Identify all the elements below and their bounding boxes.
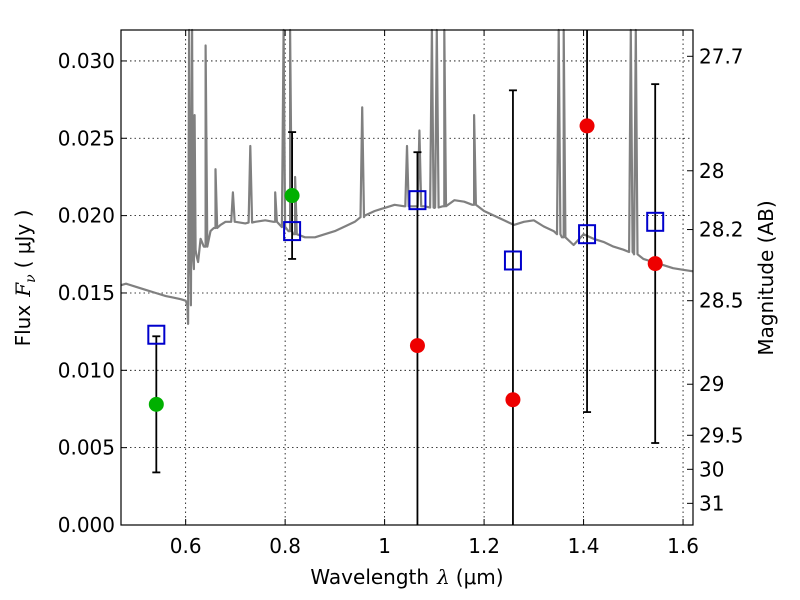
x-tick-label: 1.6 bbox=[667, 534, 699, 558]
markers bbox=[147, 118, 665, 412]
model-square-point bbox=[408, 190, 427, 211]
x-tick-label: 1.2 bbox=[468, 534, 500, 558]
y-tick-label: 0.025 bbox=[58, 126, 115, 150]
y2-tick-label: 28.5 bbox=[699, 289, 744, 313]
y2-axis-label: Magnitude (AB) bbox=[754, 200, 778, 355]
y2-tick-label: 28 bbox=[699, 159, 724, 183]
y2-tick-label: 28.2 bbox=[699, 218, 744, 242]
spectrum-layer bbox=[120, 28, 694, 325]
green-data-point bbox=[148, 396, 164, 412]
red-data-point bbox=[409, 338, 425, 354]
model-square-point bbox=[646, 211, 665, 232]
y2-tick-label: 27.7 bbox=[699, 44, 744, 68]
axis-ticks: 0.6 0.8 1 1.2 1.4 1.6 0.000 0.005 0.010 0.015 0.02… bbox=[58, 30, 744, 558]
y-tick-label: 0.005 bbox=[58, 436, 115, 460]
y-tick-label: 0.020 bbox=[58, 204, 115, 228]
green-data-point bbox=[284, 188, 300, 204]
y-tick-label: 0.000 bbox=[58, 513, 115, 537]
model-square-point bbox=[283, 221, 302, 242]
red-data-point bbox=[579, 118, 595, 134]
y-tick-label: 0.030 bbox=[58, 49, 115, 73]
model-square-point bbox=[147, 324, 166, 345]
x-tick-label: 1.4 bbox=[568, 534, 600, 558]
model-square-point bbox=[503, 250, 522, 271]
y-axis-label: FluxFν( μJy ) bbox=[11, 210, 39, 347]
x-tick-label: 0.6 bbox=[170, 534, 202, 558]
plot-frame bbox=[120, 29, 694, 526]
spectrum-line bbox=[120, 28, 694, 325]
x-tick-label: 1 bbox=[378, 534, 391, 558]
x-tick-label: 0.8 bbox=[269, 534, 301, 558]
y2-tick-label: 29.5 bbox=[699, 423, 744, 447]
error-bars bbox=[152, 30, 660, 525]
x-axis-label: Wavelength λ (μm) bbox=[310, 565, 503, 589]
y2-tick-label: 31 bbox=[699, 491, 724, 515]
y-tick-label: 0.015 bbox=[58, 281, 115, 305]
y-tick-label: 0.010 bbox=[58, 358, 115, 382]
red-data-point bbox=[647, 256, 663, 272]
model-square-point bbox=[578, 224, 597, 245]
red-data-point bbox=[505, 392, 521, 408]
y2-tick-label: 29 bbox=[699, 372, 724, 396]
y2-tick-label: 30 bbox=[699, 457, 724, 481]
